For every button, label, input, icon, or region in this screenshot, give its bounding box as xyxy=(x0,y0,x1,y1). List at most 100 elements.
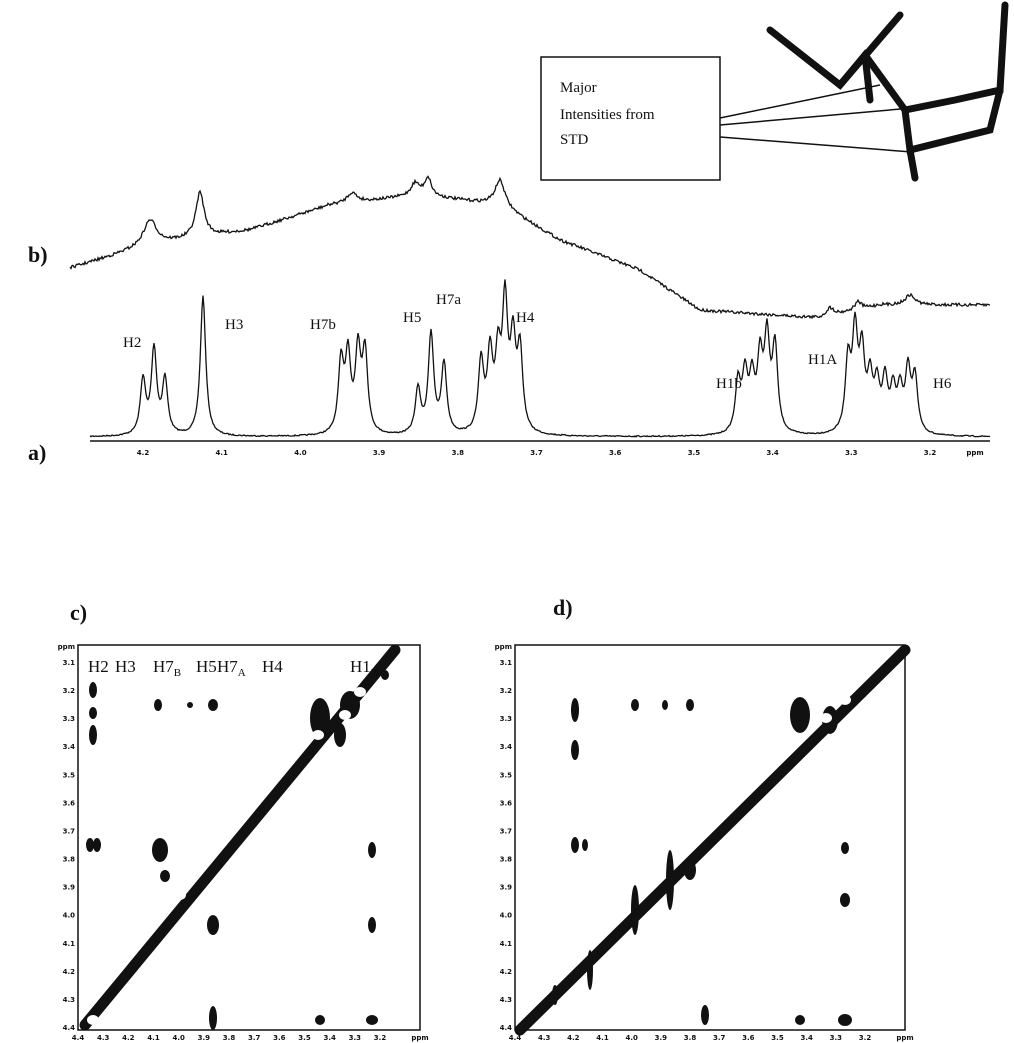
peak-label: H4 xyxy=(516,310,535,326)
cross-peak xyxy=(89,682,97,698)
x-tick-label: 4.1 xyxy=(596,1034,609,1042)
cross-peak xyxy=(631,885,639,935)
diagonal-peak xyxy=(354,687,366,697)
callout-line: Major xyxy=(560,80,597,96)
x-tick-label: 3.7 xyxy=(248,1034,261,1042)
cross-peak xyxy=(310,698,330,738)
y-tick-label: 3.1 xyxy=(63,659,76,667)
peak-label-sub: B xyxy=(371,667,378,679)
callout-arrows xyxy=(719,84,913,153)
x-tick-label: 3.7 xyxy=(713,1034,726,1042)
peak-label: H7A xyxy=(217,657,246,679)
y-tick-label: 3.6 xyxy=(500,799,513,807)
y-tick-label: 3.5 xyxy=(500,771,513,779)
spectrum-a xyxy=(89,279,991,438)
y-tick-label: 4.3 xyxy=(63,996,76,1004)
diagonal-peak xyxy=(87,1015,99,1025)
y-tick-label: 3.3 xyxy=(500,715,513,723)
diagonal xyxy=(514,644,911,1036)
x-tick-label: 3.3 xyxy=(845,449,858,457)
callout-box xyxy=(540,56,721,181)
diagonal-peak xyxy=(174,890,186,900)
x-tick-label: 4.3 xyxy=(538,1034,551,1042)
diagonal-peak xyxy=(631,873,643,883)
cross-peak xyxy=(315,1015,325,1025)
y-tick-label: 3.2 xyxy=(500,687,513,695)
cross-peak xyxy=(838,1014,852,1026)
y-unit: ppm xyxy=(58,643,75,651)
x-tick-label: 3.3 xyxy=(830,1034,843,1042)
cross-peak xyxy=(93,838,101,852)
cross-peak xyxy=(154,699,162,711)
x-tick-label: 4.0 xyxy=(294,449,307,457)
y-tick-label: 3.4 xyxy=(63,743,76,751)
y-tick-label: 4.0 xyxy=(500,912,513,920)
peak-label: H5 xyxy=(196,657,217,676)
x-tick-label: 3.6 xyxy=(609,449,622,457)
cross-peak xyxy=(631,699,639,711)
y-tick-label: 3.2 xyxy=(63,687,76,695)
cross-peak xyxy=(790,697,810,733)
peak-label: H5 xyxy=(403,310,421,326)
panel-label: a) xyxy=(28,440,46,465)
cross-peak xyxy=(587,950,593,990)
peak-label: H4 xyxy=(262,657,283,676)
y-tick-label: 3.6 xyxy=(63,799,76,807)
spectrum-b xyxy=(69,175,991,320)
x-tick-label: 4.2 xyxy=(137,449,150,457)
y-tick-label: 4.4 xyxy=(63,1024,76,1032)
peak-label-text: H4 xyxy=(262,657,283,676)
cross-peak xyxy=(841,842,849,854)
x-tick-label: 3.5 xyxy=(688,449,701,457)
x-tick-label: 4.2 xyxy=(122,1034,135,1042)
peak-label-text: H1 xyxy=(350,657,371,676)
peak-label: H2 xyxy=(88,657,109,676)
x-tick-label: 3.5 xyxy=(771,1034,784,1042)
x-tick-label: 3.7 xyxy=(530,449,543,457)
x-tick-label: 4.1 xyxy=(215,449,228,457)
panel-label: d) xyxy=(553,595,573,620)
panel-label: b) xyxy=(28,242,48,267)
cross-peak xyxy=(571,740,579,760)
cross-peak xyxy=(89,707,97,719)
x-tick-label: 3.2 xyxy=(859,1034,872,1042)
y-tick-label: 3.7 xyxy=(63,827,76,835)
cross-peak xyxy=(209,1006,217,1030)
cross-peak xyxy=(795,1015,805,1025)
cross-peak xyxy=(571,837,579,853)
plot-frame xyxy=(514,644,906,1031)
y-tick-label: 3.7 xyxy=(500,827,513,835)
diagonal-peak xyxy=(792,735,804,745)
cross-peak xyxy=(571,698,579,722)
molecule-sketch xyxy=(766,1,1009,182)
diagonal-peak xyxy=(820,713,832,723)
x-unit: ppm xyxy=(966,449,983,457)
x-tick-label: 3.8 xyxy=(452,449,465,457)
cross-peak xyxy=(684,860,696,880)
x-tick-label: 3.6 xyxy=(742,1034,755,1042)
x-tick-label: 3.6 xyxy=(273,1034,286,1042)
diagonal-peak xyxy=(207,843,219,853)
peak-label: H3 xyxy=(115,657,136,676)
cross-peak xyxy=(840,893,850,907)
diagonal-peak xyxy=(312,730,324,740)
cross-peak xyxy=(552,985,558,1005)
y-tick-label: 3.3 xyxy=(63,715,76,723)
y-tick-label: 3.4 xyxy=(500,743,513,751)
peak-label: H1B xyxy=(350,657,378,679)
y-tick-label: 4.0 xyxy=(63,912,76,920)
y-tick-label: 3.9 xyxy=(500,884,513,892)
peak-label: H2 xyxy=(123,335,141,351)
cross-peak xyxy=(366,1015,378,1025)
peak-label: H7a xyxy=(436,292,461,308)
x-tick-label: 3.9 xyxy=(198,1034,211,1042)
cross-peak xyxy=(86,838,94,852)
x-tick-label: 3.9 xyxy=(655,1034,668,1042)
diagonal-peak xyxy=(339,710,351,720)
x-unit: ppm xyxy=(896,1034,913,1042)
y-tick-label: 3.8 xyxy=(63,856,76,864)
cross-peak xyxy=(89,725,97,745)
cross-peak xyxy=(208,699,218,711)
peak-label-sub: B xyxy=(174,667,181,679)
